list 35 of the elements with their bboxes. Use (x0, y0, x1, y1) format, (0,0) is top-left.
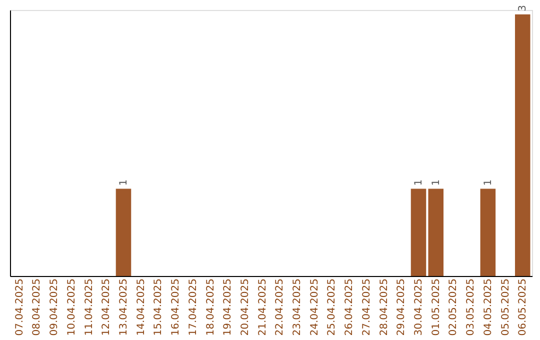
data-label: 1 (482, 179, 494, 186)
x-tick-label: 25.04.2025 (326, 278, 338, 336)
x-tick-label: 18.04.2025 (205, 278, 216, 336)
x-tick-label: 02.05.2025 (448, 278, 460, 336)
x-tick-label: 23.04.2025 (292, 278, 304, 336)
x-tick-label: 20.04.2025 (240, 278, 251, 336)
x-tick-label: 05.05.2025 (500, 278, 512, 336)
x-tick-label: 11.04.2025 (84, 278, 95, 336)
x-tick-label: 14.04.2025 (136, 278, 147, 336)
x-tick-label: 07.04.2025 (14, 278, 26, 336)
x-tick-label: 28.04.2025 (378, 278, 390, 336)
x-tick-label: 29.04.2025 (396, 278, 408, 336)
x-tick-label: 26.04.2025 (344, 278, 356, 336)
x-tick-label: 21.04.2025 (257, 278, 268, 336)
x-tick-label: 06.05.2025 (518, 278, 529, 336)
x-tick-label: 30.04.2025 (414, 278, 425, 336)
x-tick-label: 24.04.2025 (309, 278, 320, 336)
x-tick-label: 13.04.2025 (118, 278, 130, 336)
data-label: 3 (518, 4, 529, 12)
x-tick-label: 17.04.2025 (188, 278, 199, 336)
x-tick-label: 04.05.2025 (482, 278, 494, 336)
x-tick-label: 10.04.2025 (66, 278, 78, 336)
data-label: 1 (414, 179, 425, 186)
x-tick-label: 08.04.2025 (32, 278, 43, 336)
x-tick-label: 22.04.2025 (274, 278, 286, 336)
x-tick-label: 01.05.2025 (430, 278, 442, 336)
x-tick-label: 09.04.2025 (49, 278, 60, 336)
x-tick-label: 19.04.2025 (222, 278, 234, 336)
data-label: 1 (118, 179, 130, 186)
x-tick-label: 27.04.2025 (361, 278, 372, 336)
x-tick-label: 12.04.2025 (101, 278, 112, 336)
data-label: 1 (430, 179, 442, 186)
x-tick-label: 03.05.2025 (466, 278, 477, 336)
x-tick-label: 15.04.2025 (153, 278, 164, 336)
x-tick-label: 16.04.2025 (170, 278, 182, 336)
